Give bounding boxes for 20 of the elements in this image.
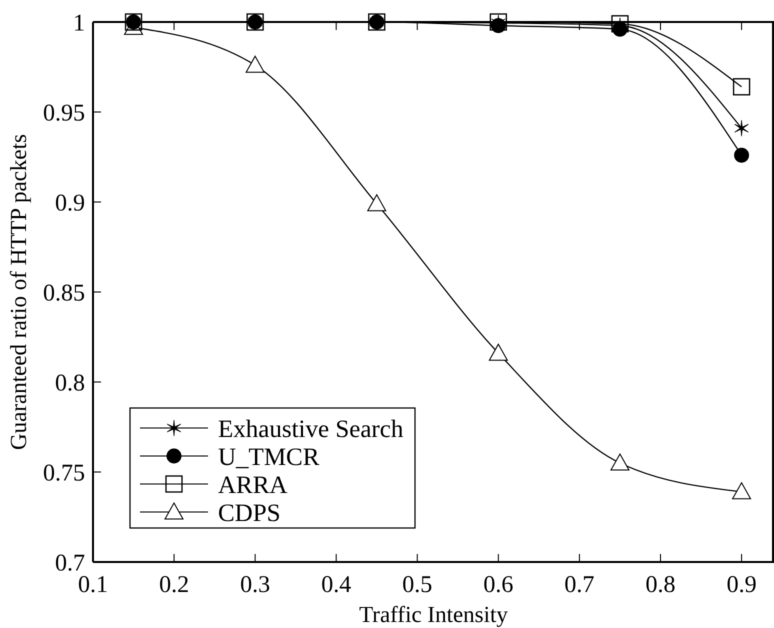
y-tick-label: 0.75 xyxy=(43,460,85,486)
x-tick-label: 0.2 xyxy=(159,572,190,598)
legend-label: U_TMCR xyxy=(218,444,320,471)
y-tick-label: 0.85 xyxy=(43,280,85,306)
x-tick-label: 0.8 xyxy=(646,572,676,598)
x-tick-label: 0.3 xyxy=(240,572,270,598)
y-tick-label: 0.8 xyxy=(55,370,85,396)
legend-label: CDPS xyxy=(218,500,281,527)
legend-label: ARRA xyxy=(218,472,288,499)
x-tick-label: 0.4 xyxy=(321,572,352,598)
x-tick-label: 0.7 xyxy=(564,572,594,598)
y-axis-title: Guaranteed ratio of HTTP packets xyxy=(6,134,31,450)
y-tick-label: 0.95 xyxy=(43,100,85,126)
y-tick-label: 1 xyxy=(73,10,85,36)
x-axis-title: Traffic Intensity xyxy=(359,602,508,627)
x-tick-label: 0.5 xyxy=(402,572,432,598)
x-tick-label: 0.9 xyxy=(726,572,757,598)
legend-label: Exhaustive Search xyxy=(218,416,404,443)
x-tick-label: 0.6 xyxy=(483,572,514,598)
y-tick-label: 0.9 xyxy=(55,190,85,216)
